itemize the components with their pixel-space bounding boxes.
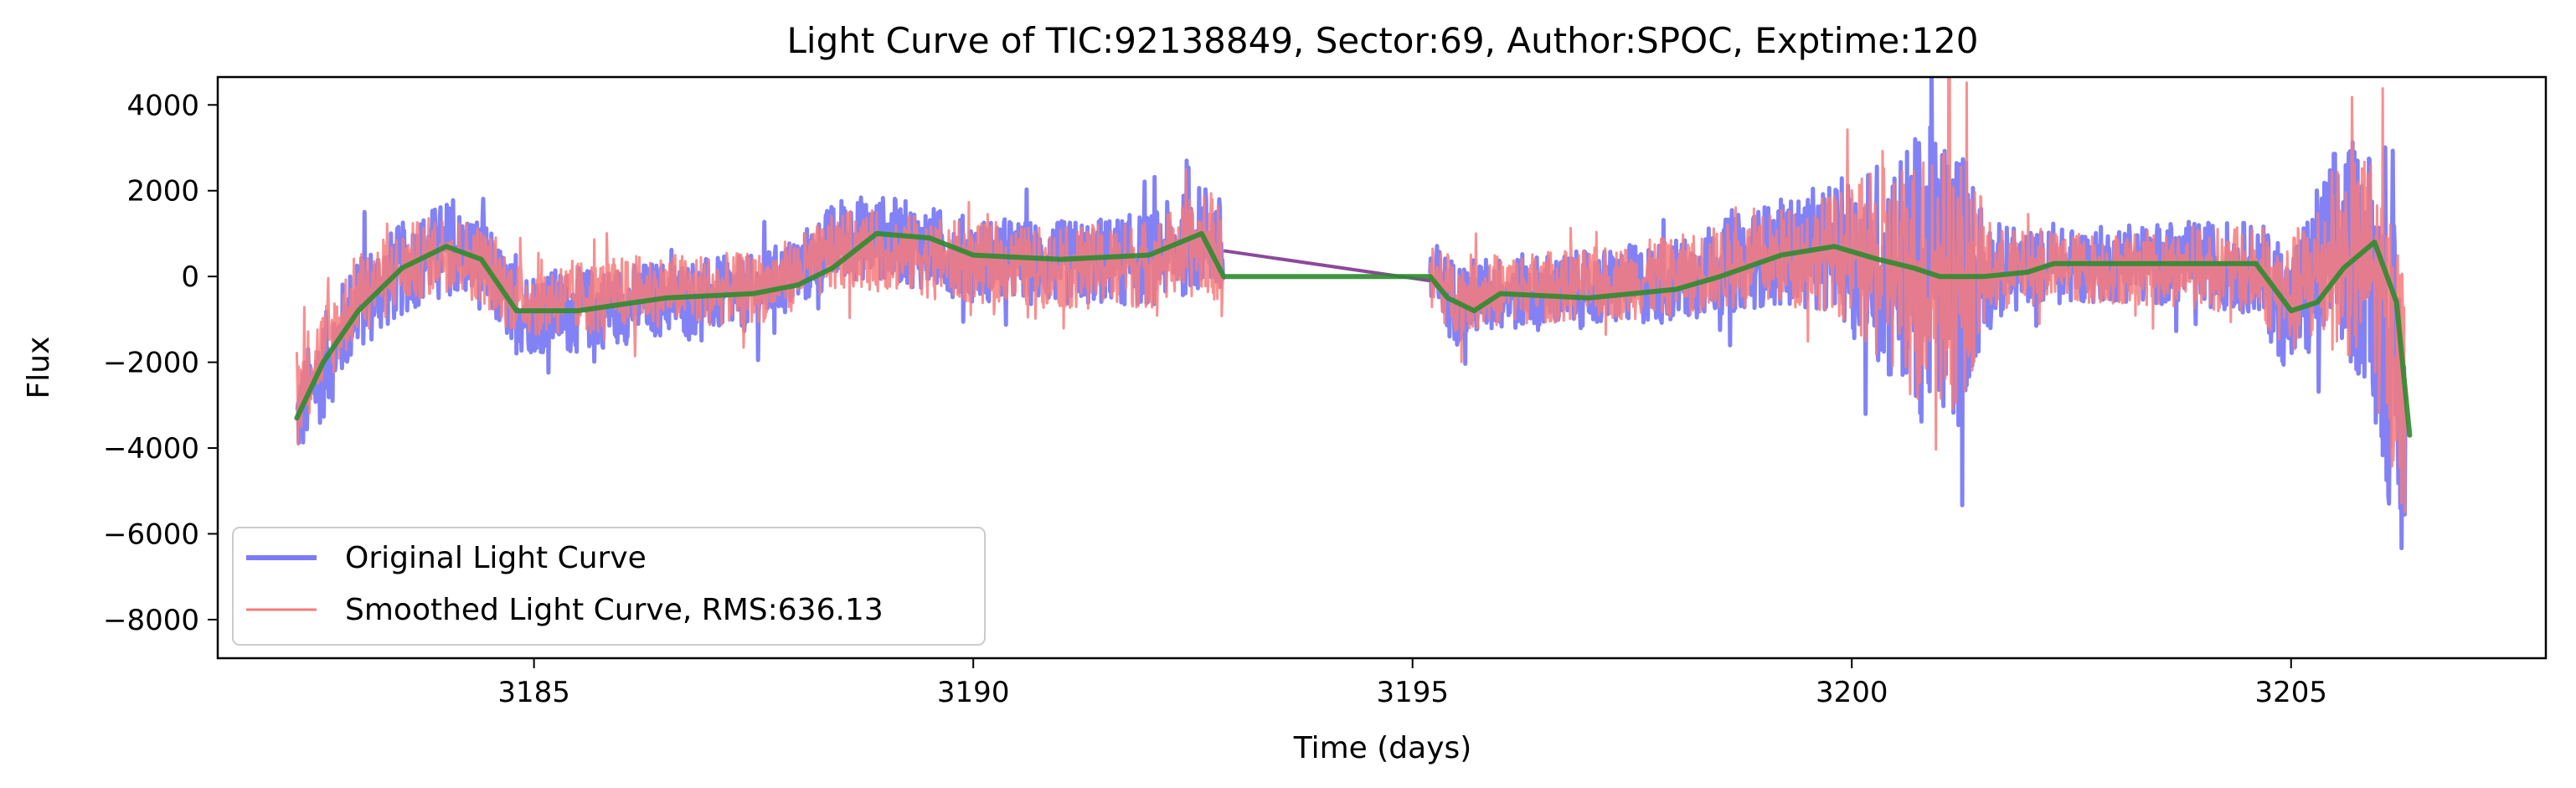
- legend-frame: [232, 527, 986, 646]
- original-segment-1: [1428, 77, 2408, 551]
- x-axis: 3185 3190 3195 3200 3205: [497, 658, 2327, 709]
- x-tick-label-3205: 3205: [2255, 676, 2328, 709]
- legend: Original Light Curve Smoothed Light Curv…: [232, 527, 986, 646]
- plot-frame: [216, 75, 2548, 660]
- x-tick-label-3200: 3200: [1816, 676, 1888, 709]
- y-tick-label-4000: 4000: [126, 89, 199, 122]
- chart-title: Light Curve of TIC:92138849, Sector:69, …: [787, 20, 1979, 61]
- y-tick-label--4000: −4000: [103, 432, 199, 466]
- y-tick-label--2000: −2000: [103, 347, 199, 380]
- series-layer: [294, 77, 2413, 551]
- y-tick-label--8000: −8000: [103, 604, 199, 637]
- smoothed-segment-1: [1429, 77, 2407, 513]
- y-axis: −8000 −6000 −4000 −2000 0 2000 4000: [103, 89, 218, 637]
- legend-label-smoothed: Smoothed Light Curve, RMS:636.13: [345, 593, 884, 627]
- x-tick-label-3190: 3190: [937, 676, 1010, 709]
- y-tick-label-2000: 2000: [126, 175, 199, 209]
- y-axis-label: Flux: [22, 337, 56, 399]
- x-axis-label: Time (days): [1293, 731, 1472, 765]
- x-tick-label-3195: 3195: [1376, 676, 1449, 709]
- y-tick-label--6000: −6000: [103, 518, 199, 551]
- x-tick-label-3185: 3185: [497, 676, 570, 709]
- y-tick-label-0: 0: [181, 260, 199, 294]
- series-trend-line: [294, 230, 2413, 438]
- legend-label-original: Original Light Curve: [345, 541, 647, 575]
